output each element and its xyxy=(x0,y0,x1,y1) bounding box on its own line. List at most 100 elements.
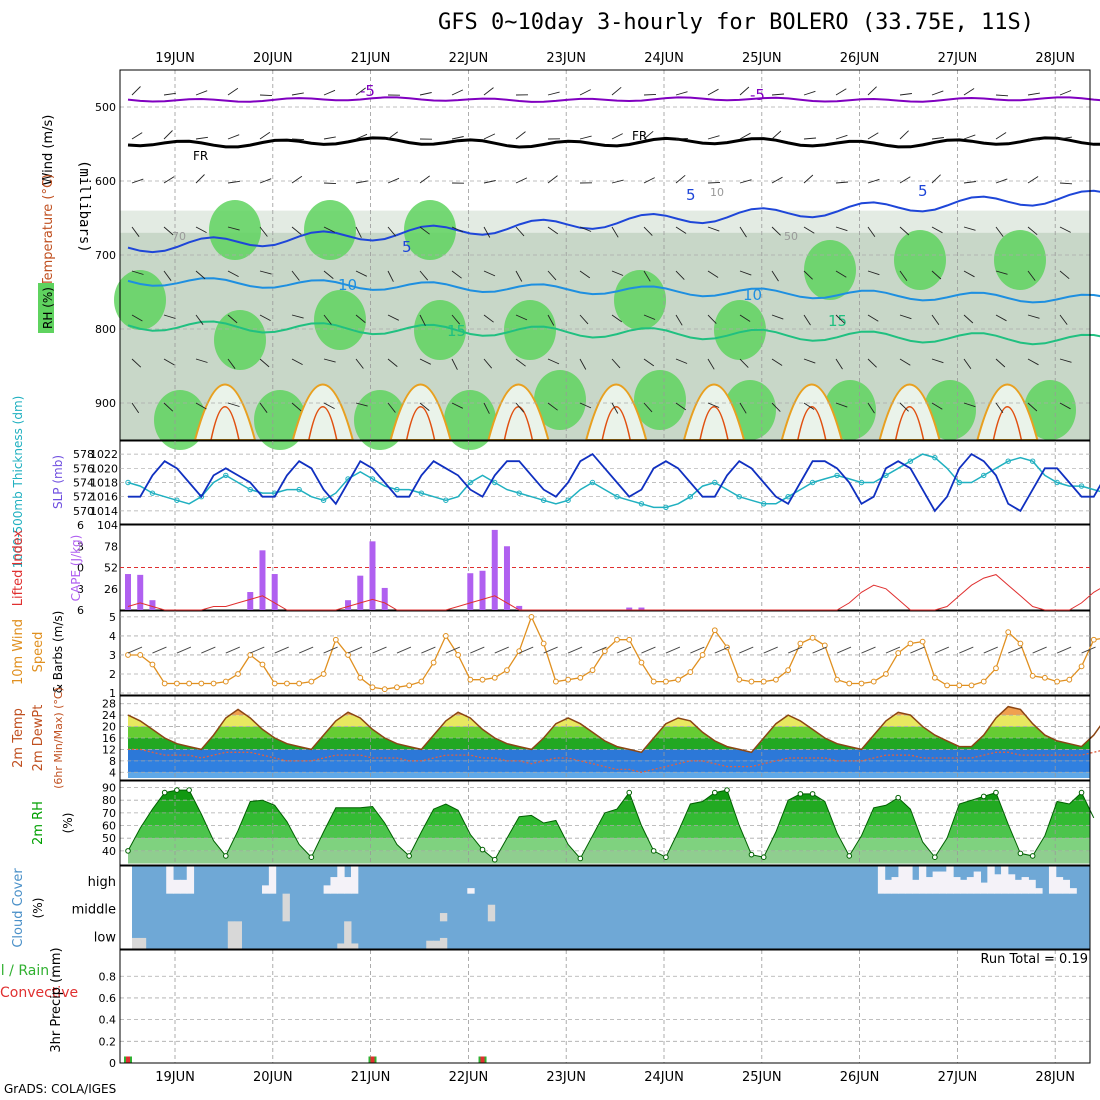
rh-point xyxy=(161,789,168,796)
wind-speed-point xyxy=(711,627,718,634)
wind-barb xyxy=(899,130,909,140)
wind-speed-point xyxy=(552,678,559,685)
thickness-point xyxy=(712,479,718,486)
cape-bar xyxy=(491,529,498,610)
thickness-point xyxy=(614,494,620,500)
thickness-point xyxy=(932,454,938,461)
wind-barb xyxy=(355,226,362,238)
wind-tick-label: 1 xyxy=(109,687,116,700)
wind-tick-label: 5 xyxy=(109,611,116,624)
wind-barb xyxy=(355,358,364,369)
wind-barb xyxy=(963,270,975,278)
rh-point xyxy=(724,787,730,793)
wind-speed-point xyxy=(1041,674,1048,681)
wind-barb xyxy=(1027,92,1040,96)
cape-bar xyxy=(626,607,633,610)
wind-barb xyxy=(515,226,525,237)
wind-barb xyxy=(419,226,430,235)
wind-barb xyxy=(1027,270,1036,281)
cloud-axis-label: Cloud Cover xyxy=(11,868,26,948)
wind-barb xyxy=(547,175,558,184)
wind-barb xyxy=(387,358,398,367)
wind-barb xyxy=(643,358,655,367)
wind-barb xyxy=(355,402,368,407)
rh-tick-label: 80 xyxy=(102,794,116,807)
wind-barb xyxy=(579,314,589,325)
thickness-point xyxy=(443,497,449,503)
isotherm-20 xyxy=(487,383,550,441)
rh-point xyxy=(1017,850,1024,857)
contour-label: 5 xyxy=(402,238,412,256)
rh-tick-label: 60 xyxy=(102,820,116,833)
cloud-cell xyxy=(932,871,940,894)
wind-speed-point xyxy=(442,633,449,639)
wind-speed-point xyxy=(944,682,950,689)
wind-barb xyxy=(579,226,592,232)
isotherm-25 xyxy=(503,406,534,441)
precip-panel xyxy=(119,949,1091,1064)
slp-tick-label: 1016 xyxy=(90,491,118,504)
cloud-cell xyxy=(166,866,174,894)
thickness-tick-label: 572 xyxy=(73,491,94,504)
rh-point xyxy=(895,794,901,801)
wind-barb xyxy=(739,179,752,184)
wind-speed-point xyxy=(919,638,926,645)
surface-wind-barb xyxy=(225,646,240,654)
isotherm-25 xyxy=(992,406,1023,441)
cape-tick-label: 78 xyxy=(104,540,118,553)
pressure-tick-label: 500 xyxy=(95,101,116,114)
wind-barb xyxy=(995,226,1004,237)
wind-speed-point xyxy=(247,652,254,658)
rh-point xyxy=(626,789,633,796)
wind-barb xyxy=(291,402,302,412)
surface-wind-barb xyxy=(763,646,778,654)
wind-speed-point xyxy=(773,676,779,683)
wind-barb xyxy=(803,402,815,410)
wind-speed-point xyxy=(479,676,486,683)
date-label-top: 22JUN xyxy=(449,51,489,66)
wind-barb xyxy=(515,131,526,140)
rh-point xyxy=(712,789,718,796)
cloud-level-label: low xyxy=(94,930,117,945)
wind-barb xyxy=(227,358,236,369)
cloud-cell xyxy=(173,879,181,894)
thickness-point xyxy=(296,486,302,493)
pressure-tick-label: 600 xyxy=(95,175,116,188)
wind-speed-point xyxy=(1005,629,1012,636)
slp-tick-label: 1022 xyxy=(90,448,118,461)
isotherm-15 xyxy=(127,320,1100,346)
cloud-cell xyxy=(138,937,147,949)
cloud-cell xyxy=(1021,877,1029,894)
wind-barb xyxy=(483,87,494,96)
thickness-point xyxy=(1005,458,1011,464)
wind-barb xyxy=(739,270,752,276)
thickness-point xyxy=(247,486,253,493)
rh-90-patch xyxy=(1024,380,1076,440)
cloud-level-label: middle xyxy=(72,903,116,918)
wind-barb xyxy=(963,181,976,184)
wind-barb xyxy=(611,179,624,184)
wind-barb xyxy=(707,181,721,184)
rh-point xyxy=(748,851,755,858)
wind-tick-label: 3 xyxy=(109,649,116,662)
rh-band xyxy=(128,812,1090,826)
rh-90-patch xyxy=(614,270,666,330)
wind-speed-point xyxy=(308,678,315,685)
wind-speed-point xyxy=(834,676,840,683)
surface-wind-barb xyxy=(787,646,803,654)
wind-barb xyxy=(835,226,848,232)
rh-90-patch xyxy=(894,230,946,290)
wind-barb xyxy=(643,226,653,236)
wind-barb xyxy=(387,226,397,237)
rh-point xyxy=(846,853,853,859)
wind-barb xyxy=(739,402,747,414)
cape-tick-label: 52 xyxy=(104,562,118,575)
isotherm-20 xyxy=(976,383,1039,441)
surface-wind-barb xyxy=(1056,646,1072,654)
cloud-cell xyxy=(1001,866,1009,894)
temp-tick-label: 8 xyxy=(109,755,116,768)
wind-speed-point xyxy=(369,684,376,691)
contour-label: -5 xyxy=(750,86,765,104)
wind-barb xyxy=(323,182,337,185)
wind-speed-point xyxy=(491,674,498,681)
